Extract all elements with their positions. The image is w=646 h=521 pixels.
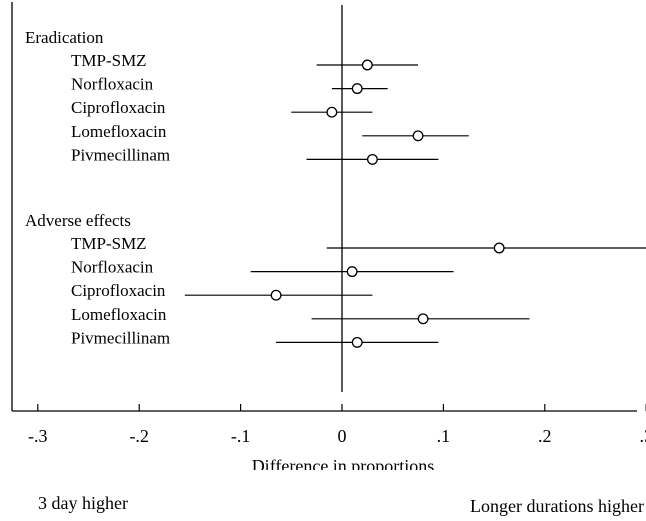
x-tick-label: .1 bbox=[437, 426, 451, 446]
row-label: Norfloxacin bbox=[71, 75, 154, 94]
row-label: Norfloxacin bbox=[71, 258, 154, 277]
point-estimate bbox=[351, 83, 363, 95]
group-title: Eradication bbox=[25, 28, 104, 47]
footer-right-label: Longer durations higher bbox=[470, 496, 644, 516]
point-estimate bbox=[351, 336, 363, 348]
row-label: TMP-SMZ bbox=[71, 51, 147, 70]
point-estimate bbox=[493, 242, 505, 254]
forest-plot: -.5-.4-.3-.2-.10.1.2.3.4.5 EradicationTM… bbox=[11, 2, 646, 470]
point-estimate bbox=[361, 59, 373, 71]
x-axis-label: Difference in proportions bbox=[252, 456, 435, 470]
footer-left-label: 3 day higher bbox=[38, 493, 128, 513]
point-estimate bbox=[366, 153, 378, 165]
x-tick-label: -.2 bbox=[129, 426, 149, 446]
row-label: Ciprofloxacin bbox=[71, 98, 166, 117]
x-tick-label: -.3 bbox=[28, 426, 48, 446]
row-label: TMP-SMZ bbox=[71, 234, 147, 253]
row-label: Lomefloxacin bbox=[71, 305, 167, 324]
x-tick-label: 0 bbox=[338, 426, 347, 446]
forest-rows: Eradication TMP-SMZ Norfloxacin Ciprofloxac… bbox=[25, 28, 646, 348]
row-label: Ciprofloxacin bbox=[71, 281, 166, 300]
point-estimate bbox=[417, 313, 429, 325]
point-estimate bbox=[326, 106, 338, 118]
x-tick-label: .2 bbox=[538, 426, 552, 446]
row-label: Pivmecillinam bbox=[71, 328, 170, 347]
row-label: Pivmecillinam bbox=[71, 145, 170, 164]
group-title: Adverse effects bbox=[25, 211, 131, 230]
x-tick-label: .3 bbox=[639, 426, 646, 446]
row-label: Lomefloxacin bbox=[71, 122, 167, 141]
x-tick-label: -.1 bbox=[231, 426, 251, 446]
x-axis-ticks: -.5-.4-.3-.2-.10.1.2.3.4.5 bbox=[28, 404, 646, 446]
point-estimate bbox=[270, 289, 282, 301]
point-estimate bbox=[412, 130, 424, 142]
point-estimate bbox=[346, 266, 358, 278]
